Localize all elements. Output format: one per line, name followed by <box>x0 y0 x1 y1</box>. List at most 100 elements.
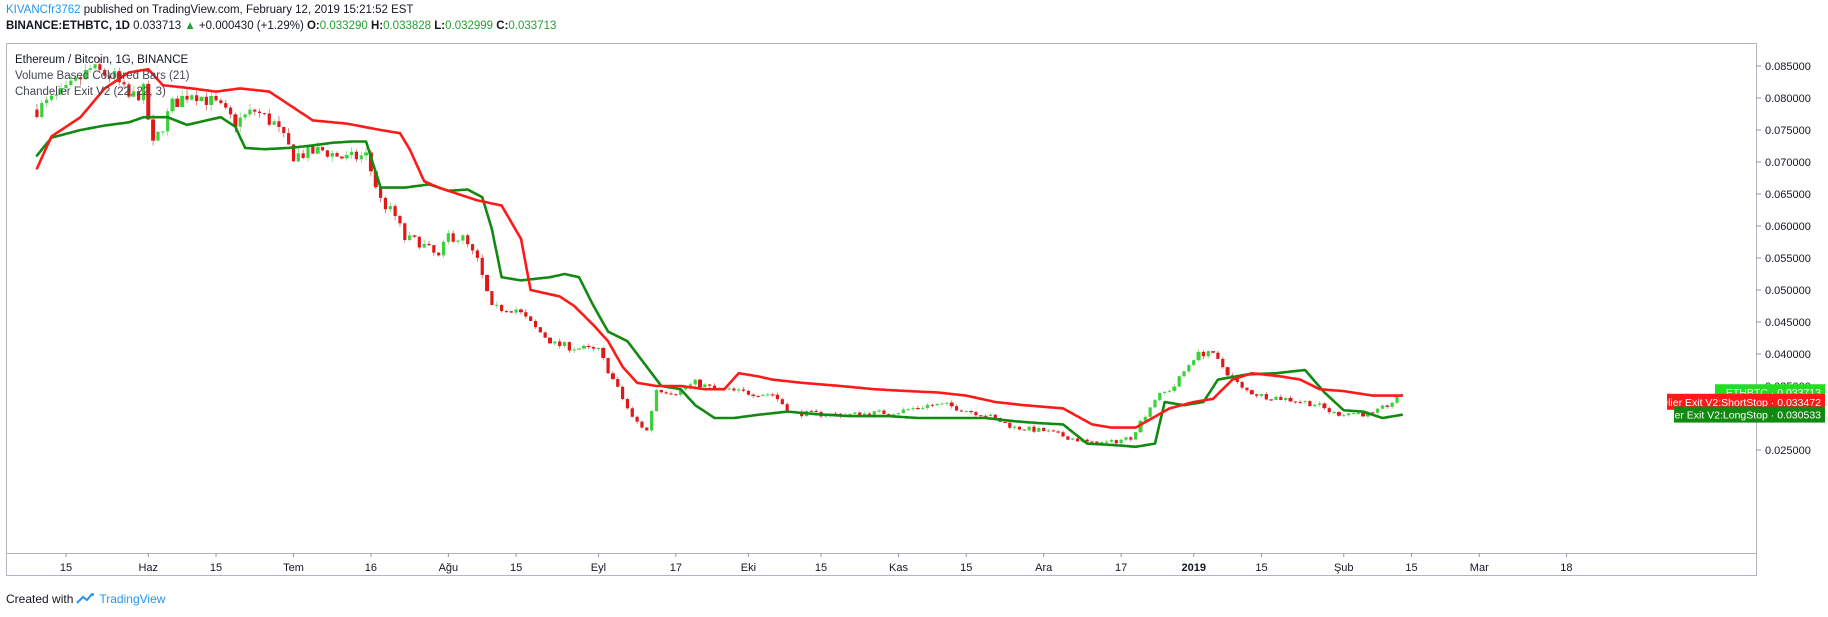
candle-body <box>1284 397 1288 400</box>
candle-body <box>979 415 983 417</box>
price-axis-separator <box>1756 43 1757 576</box>
candle-body <box>1085 439 1089 442</box>
tradingview-link[interactable]: TradingView <box>99 592 166 606</box>
candle-body <box>195 95 199 102</box>
y-tick-label: 0.085000 <box>1765 61 1811 73</box>
candle-body <box>485 274 490 292</box>
legend-symbol-title: Ethereum / Bitcoin, 1G, BINANCE <box>15 54 189 66</box>
candle-body <box>1124 437 1128 440</box>
candle-body <box>185 95 189 100</box>
candle-body <box>601 347 606 359</box>
candle-body <box>258 111 262 114</box>
candle-body <box>1196 351 1201 361</box>
long-stop-line <box>35 115 1404 449</box>
candle-body <box>403 223 407 240</box>
candle-body <box>1211 351 1216 353</box>
candle-body <box>383 197 388 210</box>
candle-body <box>1066 436 1070 440</box>
plot-area[interactable] <box>35 58 1404 449</box>
candle-body <box>1269 399 1274 401</box>
candle-body <box>1385 405 1390 407</box>
candle-body <box>306 146 310 158</box>
candle-body <box>233 114 238 127</box>
candle-body <box>175 98 180 108</box>
candle-body <box>761 394 765 397</box>
footer: Created with TradingView <box>6 592 165 606</box>
candle-body <box>112 71 116 79</box>
candle-body <box>911 408 915 410</box>
candle-body <box>635 416 639 422</box>
candle-body <box>737 389 741 391</box>
x-tick-label: 15 <box>1255 562 1267 574</box>
candle-body <box>1032 426 1036 432</box>
author-link[interactable]: KIVANCfr3762 <box>6 4 81 16</box>
candle-body <box>746 390 751 395</box>
candle-body <box>853 412 857 414</box>
x-tick-label: Eyl <box>591 562 606 574</box>
legend-indicator-chandelier[interactable]: Chandelier Exit V2 (22, 22, 3) <box>15 86 166 98</box>
candle-body <box>940 403 944 405</box>
candle-body <box>335 153 339 157</box>
symbol-name: BINANCE:ETHBTC, 1D <box>6 20 130 32</box>
candle-body <box>1182 371 1186 377</box>
candle-body <box>1279 396 1283 400</box>
y-tick-label: 0.065000 <box>1765 189 1811 201</box>
candle-body <box>78 77 83 80</box>
candle-body <box>480 257 484 275</box>
x-tick-label: Ağu <box>439 562 459 574</box>
candle-body <box>591 347 596 349</box>
candle-body <box>1390 402 1394 407</box>
candle-body <box>1056 431 1061 433</box>
created-with-text: Created with <box>6 592 74 606</box>
x-tick-label: 17 <box>1115 562 1127 574</box>
candle-body <box>59 88 63 95</box>
candle-body <box>320 147 325 151</box>
candle-body <box>596 347 600 349</box>
candle-body <box>1027 426 1031 431</box>
candle-body <box>364 152 369 156</box>
legend-indicator-volume-bars[interactable]: Volume Based Coloured Bars (21) <box>15 70 190 82</box>
candle-body <box>325 150 329 157</box>
candle-body <box>1371 412 1375 414</box>
candle-body <box>674 394 678 396</box>
candle-body <box>906 409 910 411</box>
candle-body <box>49 95 54 100</box>
candle-body <box>451 233 455 242</box>
candle-body <box>538 327 542 333</box>
x-tick-label: 2019 <box>1181 562 1205 574</box>
candle-body <box>949 402 954 407</box>
x-tick-label: 17 <box>670 562 682 574</box>
x-tick-label: 15 <box>210 562 222 574</box>
x-tick-label: Kas <box>889 562 908 574</box>
candle-body <box>161 131 165 133</box>
chart-legend: Ethereum / Bitcoin, 1G, BINANCE Volume B… <box>15 52 190 100</box>
candle-body <box>137 91 141 101</box>
candle-body <box>1313 404 1317 407</box>
y-tick-label: 0.025000 <box>1765 445 1811 457</box>
price-label-box <box>1667 393 1825 410</box>
candle-body <box>1061 432 1065 437</box>
candle-body <box>74 77 78 81</box>
candle-body <box>98 64 102 70</box>
candle-body <box>1138 420 1143 433</box>
candle-body <box>659 389 663 393</box>
candle-body <box>1022 429 1026 431</box>
y-tick-label: 0.040000 <box>1765 349 1811 361</box>
candle-body <box>640 421 644 428</box>
candle-body <box>645 427 649 431</box>
candle-body <box>432 245 436 253</box>
candle-body <box>586 345 591 348</box>
candle-body <box>417 236 421 248</box>
candle-body <box>683 387 688 390</box>
candle-body <box>1037 427 1041 432</box>
candle-body <box>654 389 659 411</box>
candle-body <box>679 389 683 395</box>
candle-body <box>969 411 974 413</box>
candle-body <box>393 206 397 216</box>
candle-body <box>1308 401 1312 407</box>
candle-body <box>272 121 276 125</box>
candle-body <box>1221 358 1225 368</box>
candle-body <box>359 155 363 160</box>
candle-body <box>151 119 156 141</box>
